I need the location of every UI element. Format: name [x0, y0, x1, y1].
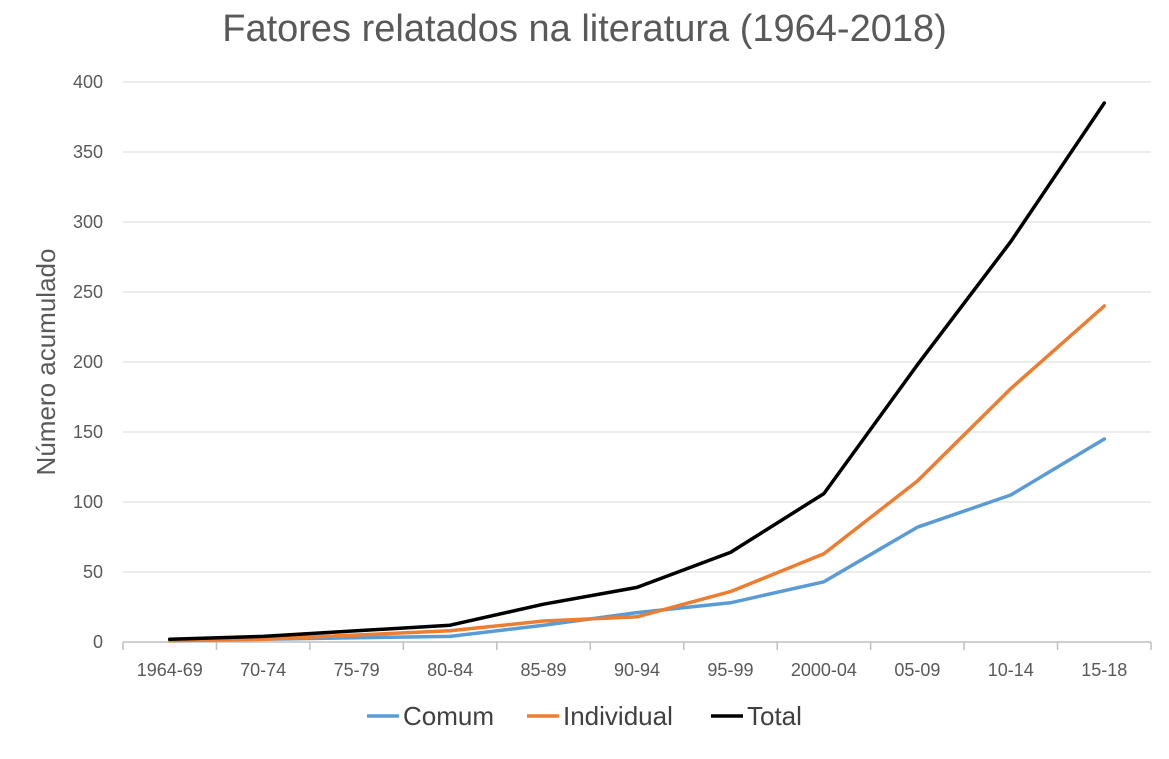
y-axis-title: Número acumulado [31, 249, 61, 476]
y-tick-label: 100 [73, 492, 103, 512]
x-tick-label: 1964-69 [137, 660, 203, 680]
y-tick-label: 300 [73, 212, 103, 232]
chart-title: Fatores relatados na literatura (1964-20… [222, 8, 947, 50]
x-tick-label: 10-14 [988, 660, 1034, 680]
series-line-individual [167, 304, 1107, 643]
y-tick-label: 400 [73, 72, 103, 92]
y-axis: 0 50 100 150 200 250 300 350 400 [73, 72, 103, 652]
x-axis: 1964-69 70-74 75-79 80-84 85-89 90-94 95-99 200… [122, 641, 1152, 680]
legend-label-total: Total [747, 701, 802, 731]
x-tick-label: 95-99 [707, 660, 753, 680]
y-tick-label: 50 [83, 562, 103, 582]
x-tick-label: 70-74 [240, 660, 286, 680]
legend-label-individual: Individual [563, 701, 673, 731]
y-tick-label: 150 [73, 422, 103, 442]
series-line-comum [167, 437, 1107, 643]
x-tick-label: 80-84 [427, 660, 473, 680]
legend: Comum Individual Total [367, 701, 802, 731]
y-tick-label: 350 [73, 142, 103, 162]
x-tick-label: 2000-04 [791, 660, 857, 680]
series-group [167, 101, 1107, 643]
y-tick-label: 250 [73, 282, 103, 302]
y-tick-label: 0 [93, 632, 103, 652]
series-line-total [167, 101, 1107, 641]
x-tick-label: 85-89 [521, 660, 567, 680]
x-tick-label: 05-09 [894, 660, 940, 680]
x-tick-label: 75-79 [334, 660, 380, 680]
legend-label-comum: Comum [403, 701, 494, 731]
gridlines [123, 81, 1151, 573]
x-tick-label: 15-18 [1081, 660, 1127, 680]
x-tick-label: 90-94 [614, 660, 660, 680]
y-tick-label: 200 [73, 352, 103, 372]
